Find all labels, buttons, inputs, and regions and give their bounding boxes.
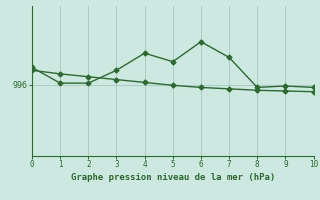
X-axis label: Graphe pression niveau de la mer (hPa): Graphe pression niveau de la mer (hPa): [71, 173, 275, 182]
